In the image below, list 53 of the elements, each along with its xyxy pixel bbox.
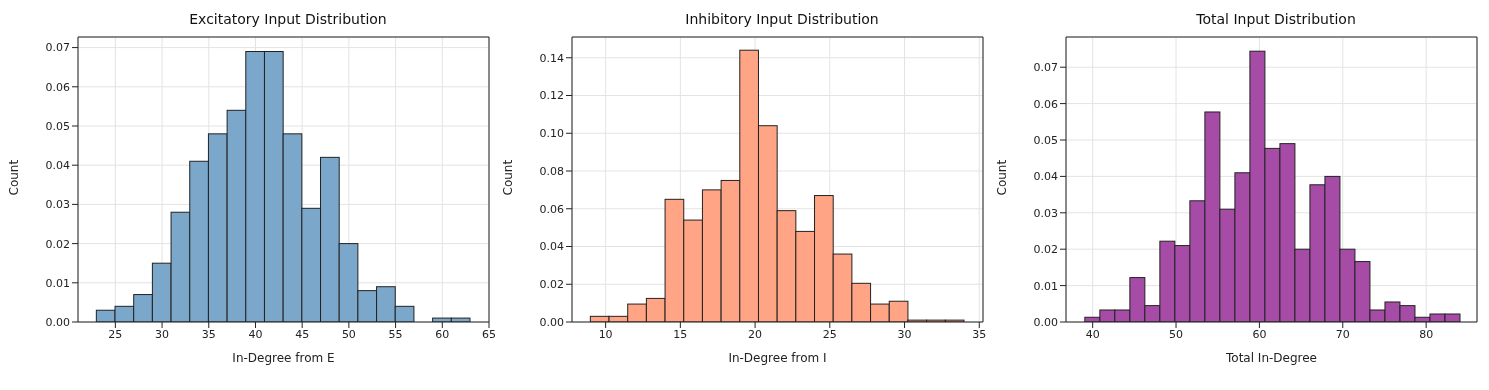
x-tick-label: 55: [388, 327, 403, 341]
y-tick-label: 0.07: [1033, 61, 1058, 75]
y-tick-label: 0.01: [45, 276, 70, 290]
y-tick-label: 0.05: [1033, 133, 1058, 147]
y-tick-label: 0.02: [45, 237, 70, 251]
x-tick-label: 30: [155, 327, 170, 341]
y-tick-label: 0.04: [1033, 170, 1058, 184]
x-tick-label: 80: [1419, 327, 1434, 341]
x-tick-label: 60: [1252, 327, 1267, 341]
y-tick-label: 0.14: [539, 51, 564, 65]
y-tick-label: 0.12: [539, 89, 564, 103]
y-tick-label: 0.10: [539, 127, 564, 141]
x-tick-label: 10: [598, 327, 613, 341]
y-tick-label: 0.06: [1033, 97, 1058, 111]
x-axis-title: In-Degree from E: [232, 351, 335, 365]
x-tick-label: 30: [897, 327, 912, 341]
x-tick-label: 50: [341, 327, 356, 341]
x-tick-label: 40: [248, 327, 263, 341]
x-tick-label: 35: [972, 327, 987, 341]
x-tick-label: 35: [201, 327, 216, 341]
y-tick-label: 0.08: [539, 164, 564, 178]
x-tick-label: 70: [1335, 327, 1350, 341]
y-axis-title: Count: [501, 159, 516, 196]
y-tick-label: 0.07: [45, 41, 70, 55]
x-tick-label: 40: [1085, 327, 1100, 341]
y-tick-label: 0.02: [1033, 243, 1058, 257]
y-tick-label: 0.04: [45, 159, 70, 173]
x-tick-label: 20: [748, 327, 763, 341]
chart-title: Total Input Distribution: [1195, 10, 1357, 29]
y-tick-label: 0.00: [1033, 315, 1058, 329]
x-tick-label: 50: [1169, 327, 1184, 341]
x-tick-label: 25: [108, 327, 123, 341]
x-tick-label: 60: [435, 327, 450, 341]
x-tick-label: 15: [673, 327, 688, 341]
y-tick-label: 0.04: [539, 240, 564, 254]
y-tick-label: 0.05: [45, 119, 70, 133]
y-axis-title: Count: [7, 159, 22, 196]
x-axis-title: In-Degree from I: [728, 351, 827, 365]
y-tick-label: 0.06: [539, 202, 564, 216]
x-tick-label: 65: [482, 327, 496, 341]
x-axis-title: Total In-Degree: [1225, 351, 1317, 365]
chart-title: Excitatory Input Distribution: [188, 10, 388, 29]
y-tick-label: 0.00: [539, 315, 564, 329]
y-tick-label: 0.03: [1033, 206, 1058, 220]
y-tick-label: 0.01: [1033, 279, 1058, 293]
x-tick-label: 45: [295, 327, 310, 341]
y-tick-label: 0.06: [45, 80, 70, 94]
y-axis-title: Count: [995, 159, 1010, 196]
y-tick-label: 0.02: [539, 278, 564, 292]
y-tick-label: 0.00: [45, 315, 70, 329]
y-tick-label: 0.03: [45, 198, 70, 212]
chart-title: Inhibitory Input Distribution: [684, 10, 880, 29]
x-tick-label: 25: [822, 327, 837, 341]
